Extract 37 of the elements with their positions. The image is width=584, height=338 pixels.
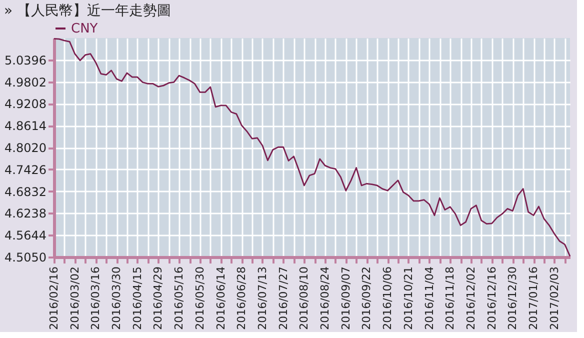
x-tick-label: 2016/07/27 (276, 266, 290, 330)
x-tick-label: 2016/10/06 (381, 266, 394, 330)
x-tick-label: 2016/05/30 (193, 266, 206, 330)
x-tick-label: 2016/06/28 (235, 266, 248, 330)
y-tick-label: 4.5050 (4, 250, 46, 264)
x-tick-label: 2016/03/02 (68, 266, 82, 330)
y-tick-label: 4.6832 (4, 184, 46, 199)
y-tick-label: 4.9208 (4, 97, 46, 112)
y-tick-label: 4.9802 (4, 75, 46, 90)
x-tick-label: 2016/07/13 (256, 266, 269, 330)
y-tick-label: 4.8614 (4, 119, 46, 134)
x-tick-label: 2016/08/24 (318, 266, 332, 330)
x-tick-label: 2016/12/02 (464, 266, 478, 330)
x-tick-label: 2016/12/30 (506, 266, 520, 330)
x-tick-label: 2016/03/16 (89, 266, 102, 330)
x-tick-label: 2017/02/03 (548, 266, 561, 330)
y-tick-label: 4.6238 (4, 206, 46, 221)
chart-title: » 【人民幣】近一年走勢圖 (4, 3, 172, 19)
x-tick-label: 2016/08/10 (298, 266, 311, 330)
x-tick-label: 2016/09/07 (339, 266, 352, 330)
x-tick-label: 2016/11/04 (422, 266, 436, 330)
x-tick-label: 2016/11/18 (444, 266, 457, 330)
series-label: CNY (71, 22, 98, 36)
x-tick-label: 2017/01/16 (527, 266, 540, 330)
x-tick-label: 2016/03/30 (110, 266, 124, 330)
y-tick-label: 5.0396 (4, 53, 46, 68)
x-tick-label: 2016/10/21 (402, 266, 415, 330)
y-tick-label: 4.8020 (4, 141, 46, 155)
x-tick-label: 2016/05/16 (172, 266, 186, 330)
x-tick-label: 2016/09/22 (360, 266, 374, 330)
y-tick-label: 4.5644 (4, 228, 46, 243)
x-tick-label: 2016/04/15 (130, 266, 144, 330)
x-tick-label: 2016/02/16 (48, 266, 60, 330)
x-tick-label: 2016/06/14 (214, 266, 228, 330)
x-tick-label: 2016/12/16 (485, 266, 498, 330)
x-tick-label: 2016/04/29 (152, 266, 165, 330)
y-tick-label: 4.7426 (4, 162, 46, 177)
